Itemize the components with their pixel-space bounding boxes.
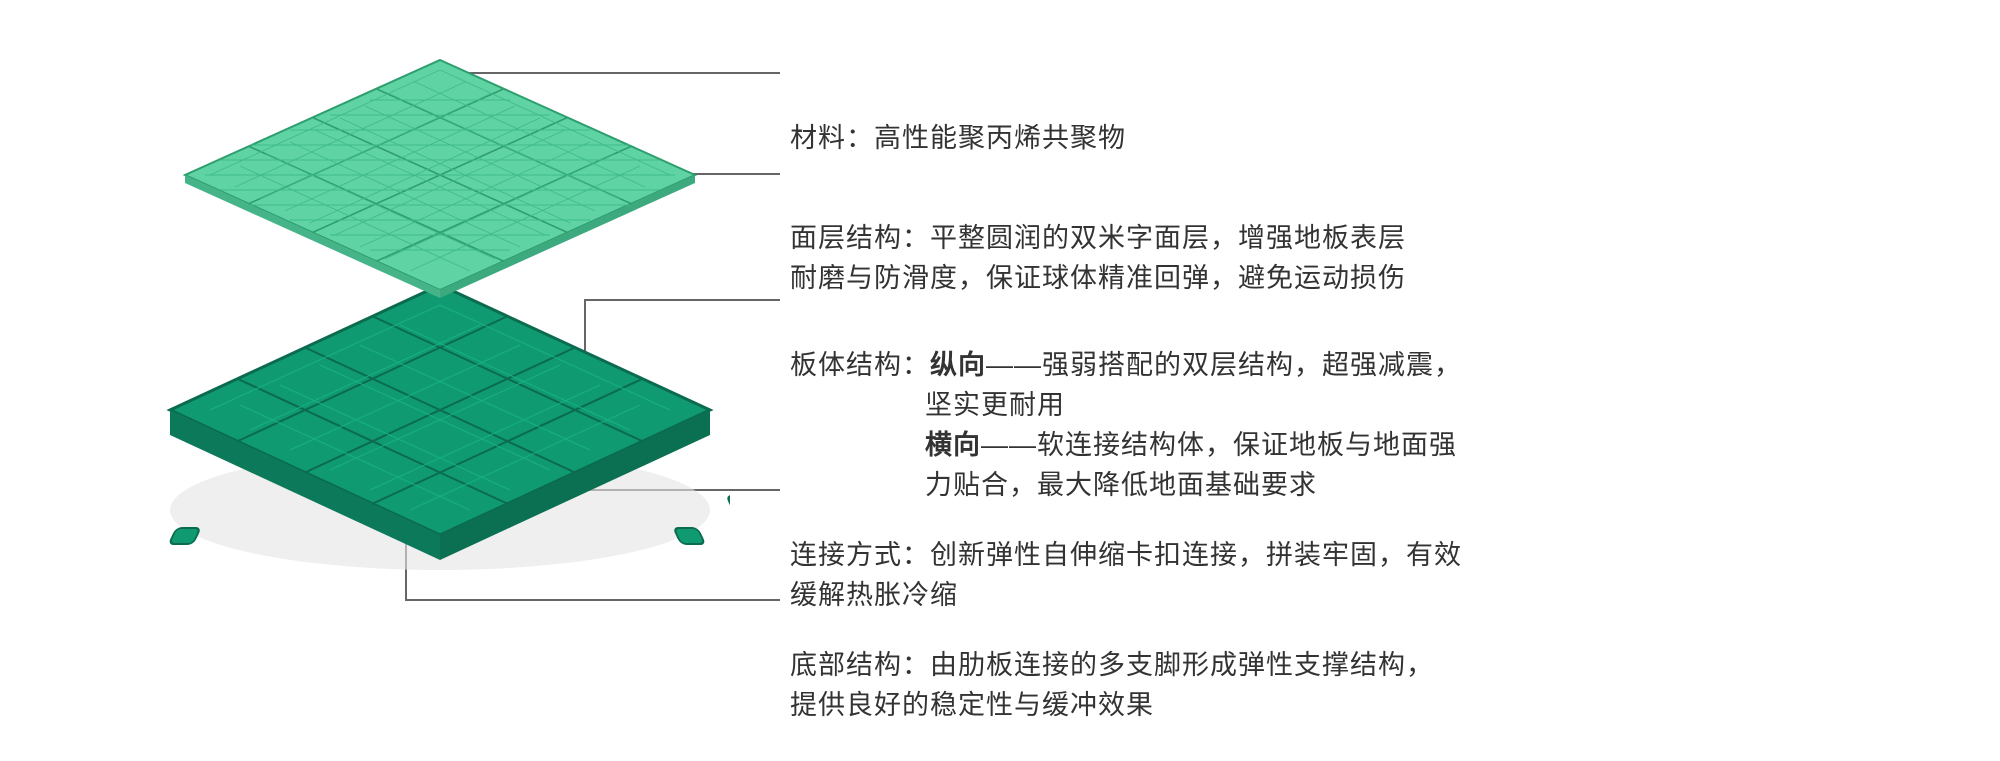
callout-text: 坚实更耐用 xyxy=(925,390,1065,420)
callout-text: 提供良好的稳定性与缓冲效果 xyxy=(790,690,1154,720)
top-layer xyxy=(185,60,695,298)
callout-text: 耐磨与防滑度，保证球体精准回弹，避免运动损伤 xyxy=(790,263,1406,293)
callout-label: 连接方式： xyxy=(790,540,930,570)
callout-connection: 连接方式：创新弹性自伸缩卡扣连接，拼装牢固，有效缓解热胀冷缩 xyxy=(790,535,1462,615)
callout-label: 底部结构： xyxy=(790,650,930,680)
callout-label: 材料： xyxy=(790,123,874,153)
callout-text: 高性能聚丙烯共聚物 xyxy=(874,123,1126,153)
callout-bottom: 底部结构：由肋板连接的多支脚形成弹性支撑结构， 提供良好的稳定性与缓冲效果 xyxy=(790,645,1434,725)
floor-tile-diagram xyxy=(150,40,730,650)
callout-text: ——强弱搭配的双层结构，超强减震， xyxy=(986,350,1462,380)
callout-material: 材料：高性能聚丙烯共聚物 xyxy=(790,118,1126,158)
callout-surface: 面层结构：平整圆润的双米字面层，增强地板表层耐磨与防滑度，保证球体精准回弹，避免… xyxy=(790,218,1406,298)
callout-text: 横向 xyxy=(925,430,981,460)
callout-label: 面层结构： xyxy=(790,223,930,253)
callout-text: 由肋板连接的多支脚形成弹性支撑结构， xyxy=(930,650,1434,680)
callout-text: 平整圆润的双米字面层，增强地板表层 xyxy=(930,223,1406,253)
callout-label: 板体结构： xyxy=(790,350,930,380)
callout-text: 纵向 xyxy=(930,350,986,380)
callout-text: 创新弹性自伸缩卡扣连接，拼装牢固，有效 xyxy=(930,540,1462,570)
callout-text: 力贴合，最大降低地面基础要求 xyxy=(925,470,1317,500)
callout-board: 板体结构：纵向——强弱搭配的双层结构，超强减震， 坚实更耐用横向——软连接结构体，… xyxy=(790,345,1462,505)
callout-text: ——软连接结构体，保证地板与地面强 xyxy=(981,430,1457,460)
callout-text: 缓解热胀冷缩 xyxy=(790,580,958,610)
